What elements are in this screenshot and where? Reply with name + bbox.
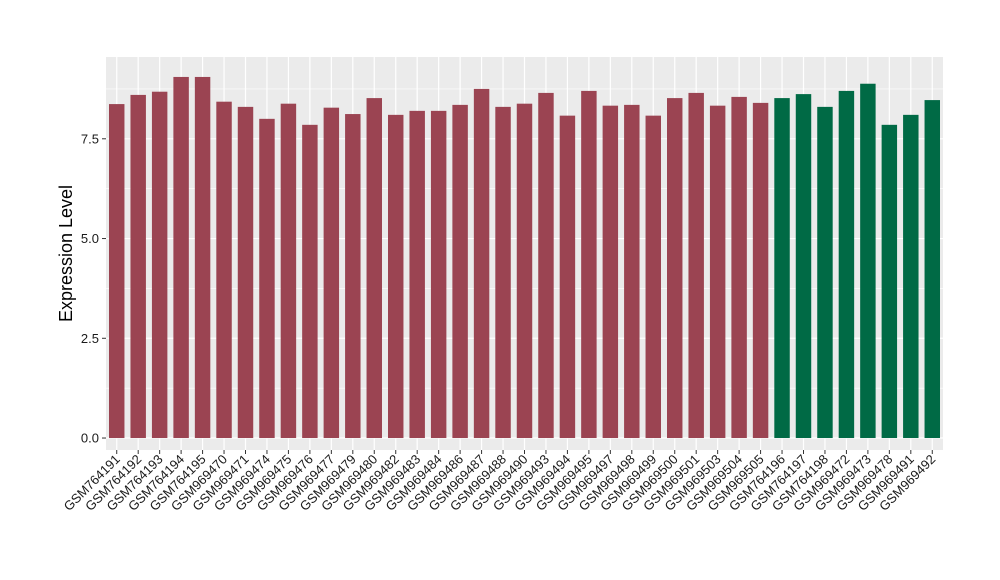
bar [366, 98, 382, 439]
y-tick-label: 0.0 [81, 431, 99, 446]
bar [302, 124, 318, 439]
bar [774, 98, 790, 439]
bar [409, 110, 425, 439]
bar [817, 106, 833, 439]
bar [688, 92, 704, 439]
bar [731, 96, 747, 439]
bar [473, 88, 490, 439]
bar [280, 103, 297, 439]
y-axis-title: Expression Level [56, 185, 76, 322]
bar [345, 114, 361, 439]
y-tick-label: 2.5 [81, 331, 99, 346]
bar [924, 100, 940, 439]
bar [795, 94, 812, 439]
bar [838, 90, 855, 439]
y-tick-label: 7.5 [81, 131, 99, 146]
bar [430, 110, 447, 439]
bar [881, 124, 898, 439]
y-tick-label: 5.0 [81, 231, 99, 246]
bar [388, 114, 404, 439]
bar [495, 106, 511, 439]
x-axis: GSM764191GSM764192GSM764193GSM764194GSM7… [61, 450, 938, 514]
bar [109, 104, 125, 439]
bar [538, 92, 554, 439]
y-axis: 0.0 2.5 5.0 7.5 [81, 131, 106, 446]
bar [130, 94, 146, 439]
bar [516, 103, 533, 439]
bar [602, 105, 619, 439]
bar [452, 104, 468, 439]
bar [581, 90, 597, 439]
bar [559, 115, 576, 439]
bar [151, 91, 168, 439]
bar [173, 76, 189, 439]
bar [194, 76, 211, 439]
bar [860, 83, 876, 439]
bar [709, 105, 726, 439]
bar [216, 101, 232, 439]
bar [259, 118, 275, 439]
bar [667, 98, 683, 439]
bar [237, 106, 254, 439]
bar [624, 104, 640, 439]
bar [903, 114, 919, 439]
bar [645, 115, 661, 439]
bar [323, 107, 340, 439]
bar [752, 102, 769, 439]
bars [109, 76, 940, 439]
